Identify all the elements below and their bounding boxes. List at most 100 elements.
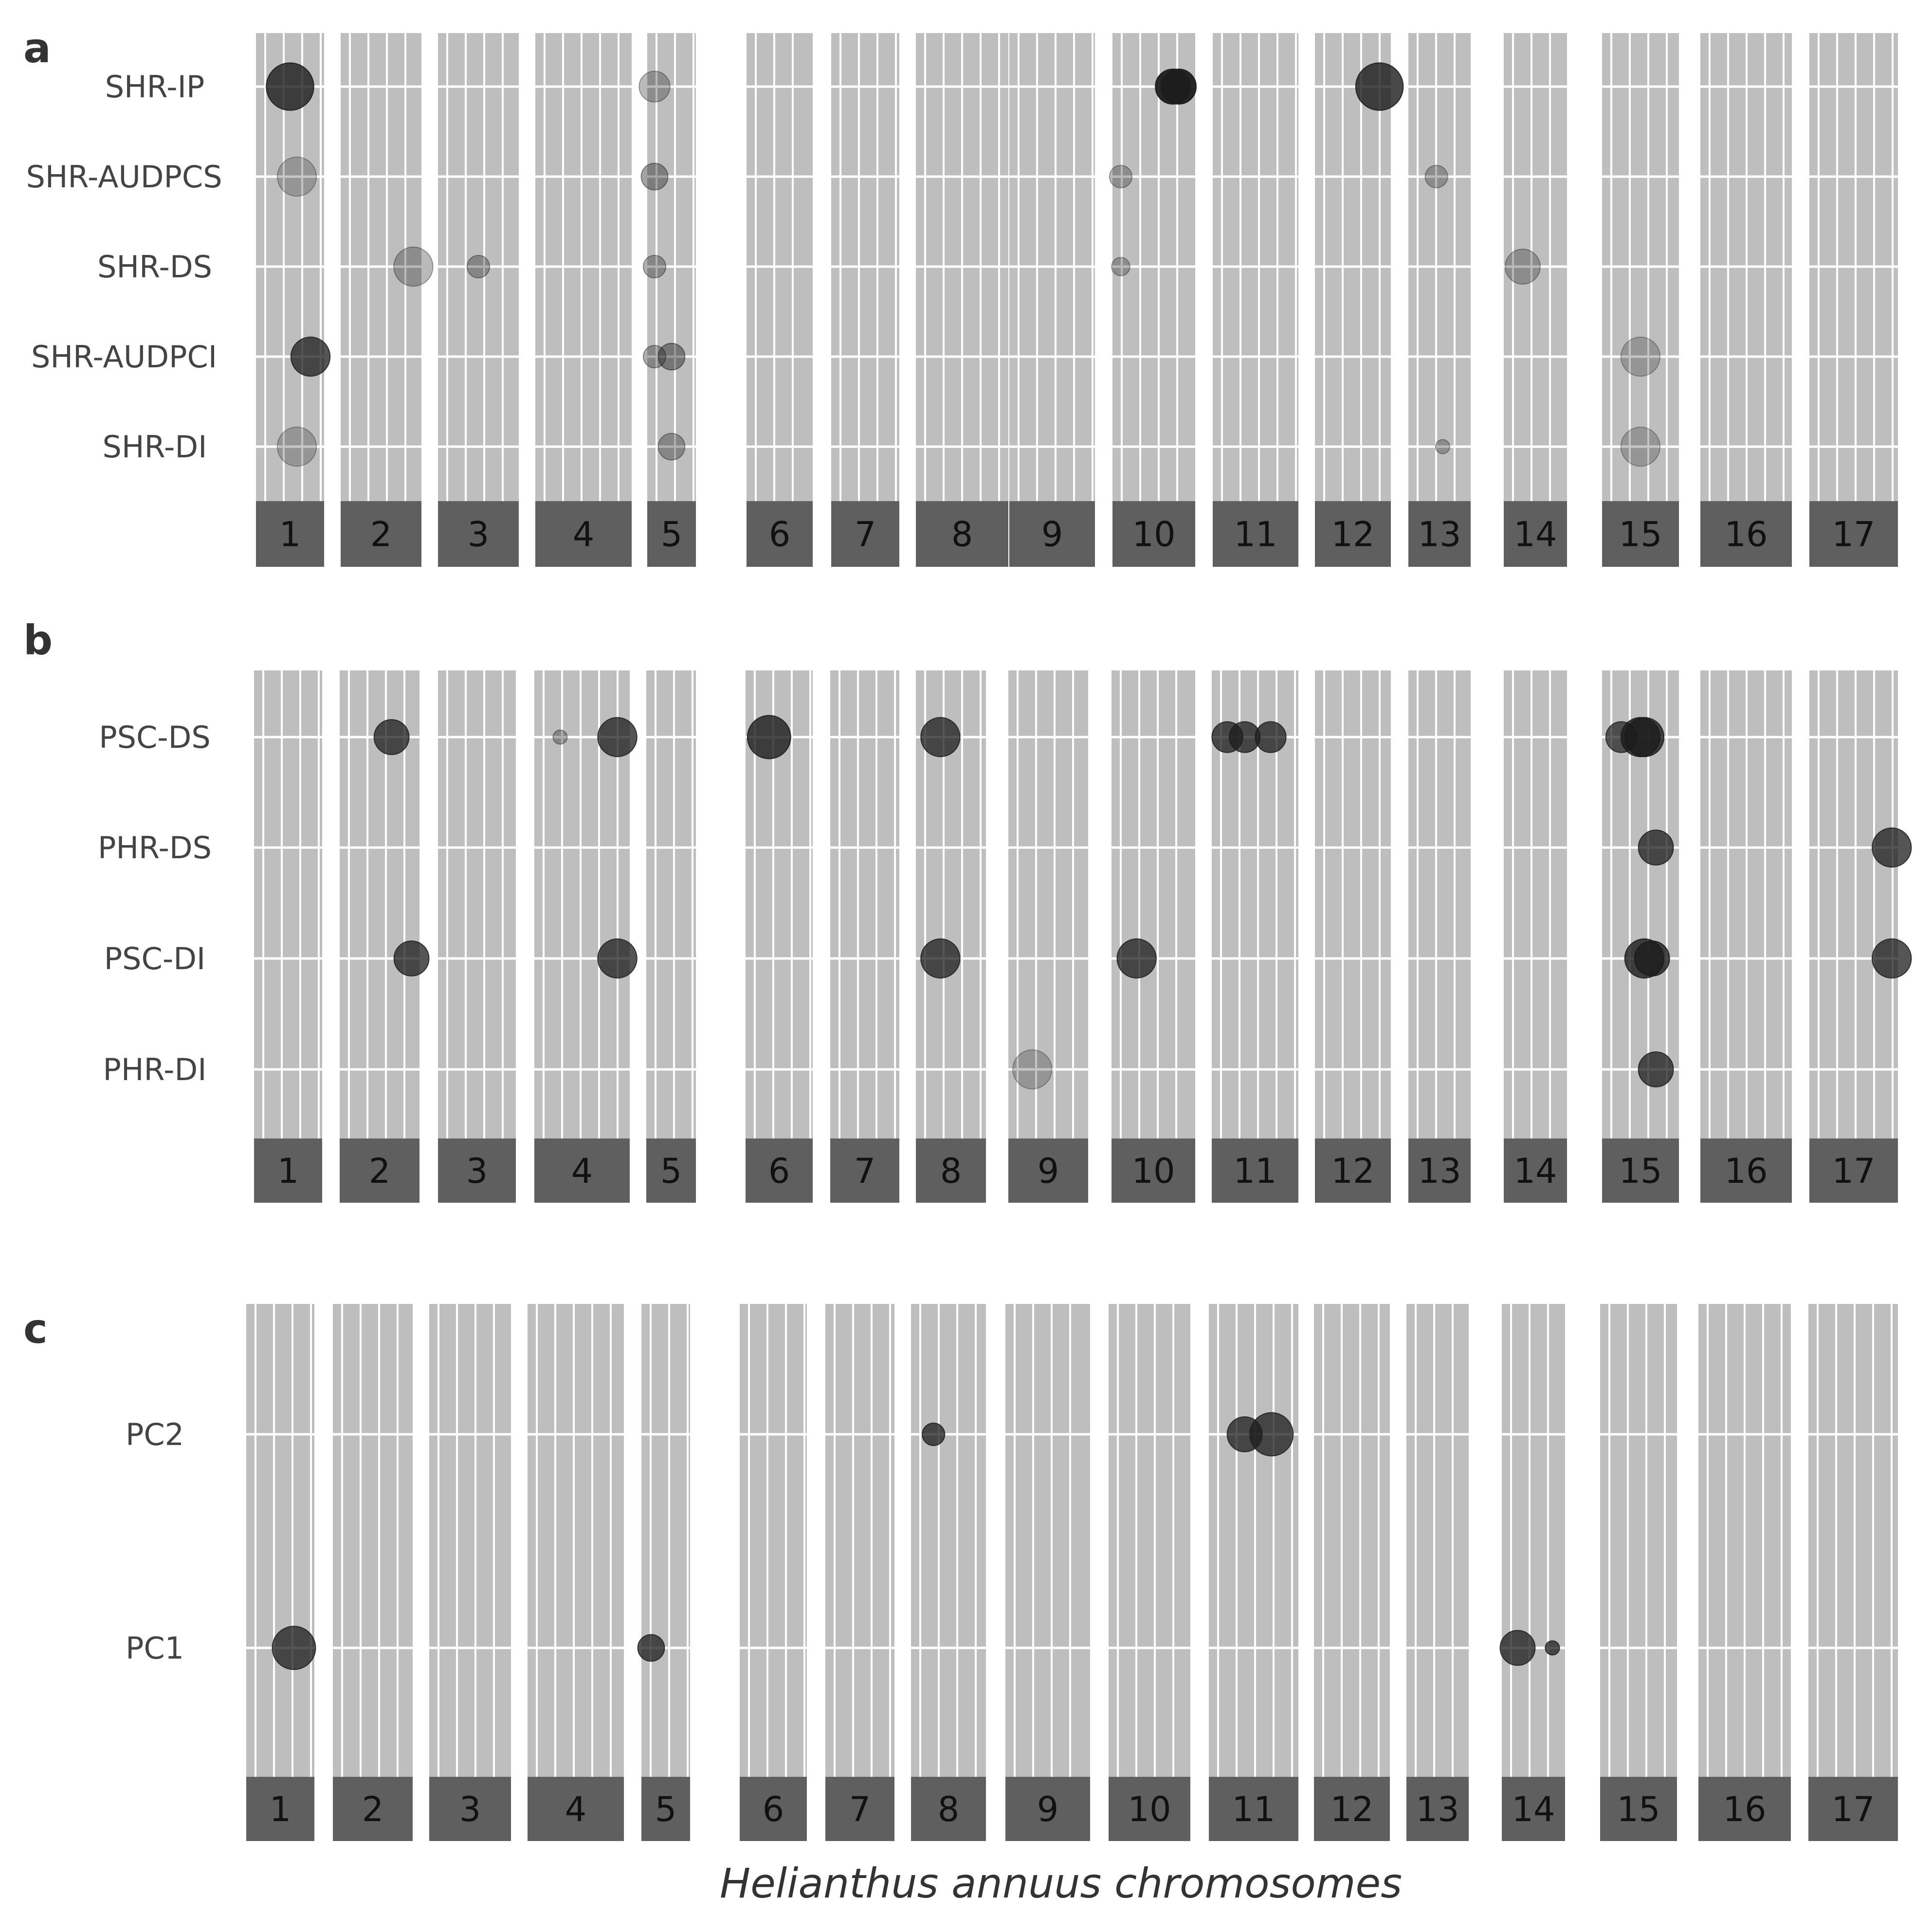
strip-chr-1	[254, 1138, 322, 1203]
qtl-point	[642, 254, 667, 279]
trait-label: PC2	[126, 1417, 184, 1452]
qtl-point	[393, 246, 434, 287]
facet-bg-chr-17	[1809, 670, 1898, 1138]
facet-bg-chr-3	[429, 1304, 511, 1777]
strip-label-chr-3: 3	[466, 1151, 488, 1191]
strip-label-chr-11: 11	[1234, 515, 1277, 555]
strip-label-chr-7: 7	[854, 1151, 876, 1191]
qtl-point	[747, 715, 791, 759]
strip-chr-8	[911, 1777, 986, 1841]
qtl-point	[1111, 257, 1130, 276]
strip-label-chr-6: 6	[763, 1789, 784, 1829]
facet-bg-chr-9	[1005, 1304, 1090, 1777]
strip-chr-2	[333, 1777, 413, 1841]
strip-label-chr-8: 8	[940, 1151, 962, 1191]
strip-label-chr-8: 8	[938, 1789, 960, 1829]
panel-a: a SHR-IP SHR-AUDPCS SHR-DS SHR-AUDPCI SHR-DI 1…	[23, 24, 1898, 567]
strip-chr-15	[1602, 501, 1679, 567]
strip-label-chr-2: 2	[369, 1151, 391, 1191]
trait-label: SHR-IP	[105, 69, 205, 105]
facet-bg-chr-1	[254, 670, 322, 1138]
strip-chr-12	[1315, 501, 1391, 567]
qtl-point	[1620, 336, 1661, 377]
facet-bg-chr-5	[641, 1304, 690, 1777]
strip-label-chr-12: 12	[1331, 515, 1374, 555]
facet-bg-chr-11	[1209, 1304, 1298, 1777]
strip-label-chr-7: 7	[849, 1789, 871, 1829]
facet-bg-chr-14	[1504, 670, 1567, 1138]
qtl-point	[597, 717, 638, 758]
strip-chr-7	[825, 1777, 894, 1841]
strip-chr-11	[1213, 501, 1298, 567]
qtl-point	[920, 938, 961, 979]
trait-label: SHR-AUDPCI	[31, 339, 217, 375]
strip-label-chr-13: 13	[1418, 515, 1461, 555]
strip-chr-16	[1700, 1138, 1792, 1203]
strip-label-chr-6: 6	[769, 515, 791, 555]
facet-bg-chr-17	[1808, 1304, 1898, 1777]
qtl-point	[276, 426, 317, 467]
x-axis-label: Helianthus annuus chromosomes	[720, 1860, 1402, 1907]
qtl-point	[1624, 717, 1665, 758]
strip-label-chr-1: 1	[270, 1789, 292, 1829]
trait-label: PC1	[126, 1630, 184, 1666]
strip-label-chr-2: 2	[362, 1789, 384, 1829]
strip-label-chr-15: 15	[1617, 1789, 1660, 1829]
strip-chr-4	[534, 1138, 630, 1203]
qtl-point	[640, 163, 669, 191]
strip-label-chr-10: 10	[1131, 1151, 1175, 1191]
strip-chr-16	[1700, 501, 1792, 567]
strip-chr-5	[646, 1138, 696, 1203]
strip-chr-17	[1809, 1138, 1898, 1203]
strip-chr-6	[746, 1138, 813, 1203]
qtl-point	[1161, 69, 1197, 105]
trait-label: SHR-DI	[103, 429, 207, 465]
strip-chr-14	[1504, 1138, 1567, 1203]
panel-letter-a: a	[23, 24, 51, 72]
strip-label-chr-4: 4	[565, 1789, 587, 1829]
qtl-point	[552, 729, 568, 745]
strip-label-chr-15: 15	[1619, 1151, 1662, 1191]
strip-label-chr-17: 17	[1832, 1151, 1875, 1191]
qtl-point	[1545, 1640, 1560, 1656]
strip-chr-15	[1600, 1777, 1677, 1841]
strip-label-chr-15: 15	[1619, 515, 1662, 555]
strip-label-chr-10: 10	[1128, 1789, 1171, 1829]
qtl-point	[1435, 439, 1450, 454]
strip-chr-1	[246, 1777, 314, 1841]
strip-chr-2	[341, 501, 421, 567]
qtl-point	[1109, 164, 1133, 189]
qtl-point	[1012, 1049, 1053, 1090]
qtl-point	[920, 717, 961, 758]
strip-label-chr-13: 13	[1418, 1151, 1461, 1191]
panel-letter-b: b	[23, 616, 53, 664]
facet-bg-chr-7	[825, 1304, 894, 1777]
strip-chr-9	[1005, 1777, 1090, 1841]
trait-label: PSC-DS	[99, 720, 211, 755]
qtl-point	[1116, 938, 1157, 979]
facet-bg-chr-9	[1008, 670, 1088, 1138]
qtl-point	[393, 940, 430, 976]
facet-bg-chr-1	[246, 1304, 314, 1777]
trait-label: SHR-DS	[97, 249, 212, 285]
strip-label-chr-5: 5	[655, 1789, 677, 1829]
facet-bg-chr-2	[333, 1304, 413, 1777]
strip-chr-8	[916, 1138, 986, 1203]
qtl-point	[466, 254, 491, 279]
trait-label: PHR-DI	[103, 1052, 207, 1087]
strip-chr-1	[256, 501, 324, 567]
strip-chr-5	[641, 1777, 690, 1841]
strip-chr-10	[1112, 501, 1195, 567]
strip-label-chr-11: 11	[1233, 1151, 1276, 1191]
strip-label-chr-5: 5	[661, 515, 683, 555]
qtl-point	[290, 336, 331, 377]
strip-label-chr-14: 14	[1513, 515, 1557, 555]
qtl-point	[1620, 426, 1661, 467]
qtl-point	[266, 62, 314, 111]
qtl-point	[642, 344, 667, 369]
facet-bg-chr-12	[1315, 670, 1391, 1138]
strip-chr-4	[528, 1777, 624, 1841]
